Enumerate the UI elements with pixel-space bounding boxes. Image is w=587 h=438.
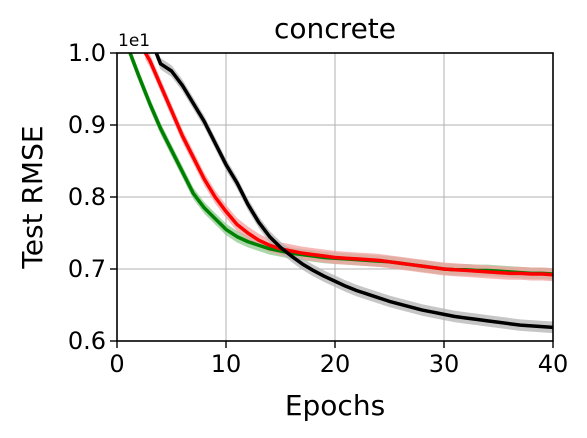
y-axis-label: Test RMSE	[16, 125, 49, 269]
x-tick-label: 20	[320, 350, 351, 378]
series-1-band	[145, 53, 553, 282]
tick-layer: 0 10 20 30 40 0.6 0.7 0.8 0.9 1.0	[68, 39, 568, 378]
x-axis-label: Epochs	[285, 389, 385, 422]
chart-title: concrete	[274, 12, 396, 45]
line-layer	[128, 53, 553, 330]
x-tick-label: 0	[109, 350, 124, 378]
y-tick-label: 0.7	[68, 255, 106, 283]
y-tick-label: 0.8	[68, 183, 106, 211]
x-tick-label: 30	[429, 350, 460, 378]
x-tick-label: 40	[538, 350, 569, 378]
y-axis-offset-label: 1e1	[118, 31, 150, 51]
y-tick-label: 0.9	[68, 111, 106, 139]
y-tick-label: 0.6	[68, 327, 106, 355]
series-2-line	[154, 53, 553, 330]
y-tick-label: 1.0	[68, 39, 106, 67]
x-tick-label: 10	[211, 350, 242, 378]
band-layer	[130, 53, 553, 334]
series-1-line	[143, 53, 553, 277]
grid-layer	[116, 52, 554, 342]
